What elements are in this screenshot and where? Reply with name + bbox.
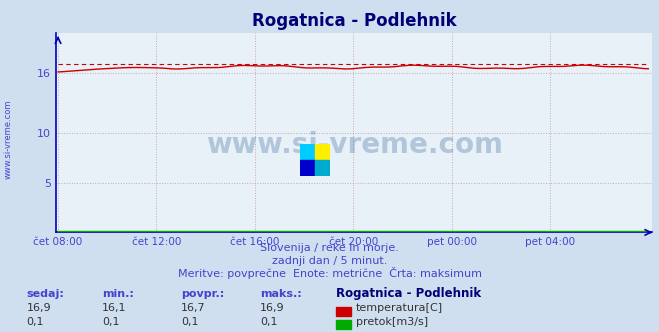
Text: 0,1: 0,1: [181, 317, 199, 327]
Bar: [315, 160, 330, 176]
Bar: [300, 160, 315, 176]
Text: 0,1: 0,1: [260, 317, 278, 327]
Text: www.si-vreme.com: www.si-vreme.com: [3, 100, 13, 179]
Text: min.:: min.:: [102, 289, 134, 299]
Text: 16,1: 16,1: [102, 303, 127, 313]
Text: pretok[m3/s]: pretok[m3/s]: [356, 317, 428, 327]
Text: povpr.:: povpr.:: [181, 289, 225, 299]
Bar: [300, 144, 315, 160]
Text: Slovenija / reke in morje.: Slovenija / reke in morje.: [260, 243, 399, 253]
Bar: [315, 144, 330, 160]
Text: 16,9: 16,9: [26, 303, 51, 313]
Text: Rogatnica - Podlehnik: Rogatnica - Podlehnik: [336, 287, 481, 300]
Text: sedaj:: sedaj:: [26, 289, 64, 299]
Title: Rogatnica - Podlehnik: Rogatnica - Podlehnik: [252, 12, 457, 30]
Text: 0,1: 0,1: [102, 317, 120, 327]
Text: maks.:: maks.:: [260, 289, 302, 299]
Text: zadnji dan / 5 minut.: zadnji dan / 5 minut.: [272, 256, 387, 266]
Text: Meritve: povprečne  Enote: metrične  Črta: maksimum: Meritve: povprečne Enote: metrične Črta:…: [177, 267, 482, 279]
Text: 0,1: 0,1: [26, 317, 44, 327]
Text: 16,9: 16,9: [260, 303, 285, 313]
Text: temperatura[C]: temperatura[C]: [356, 303, 443, 313]
Text: www.si-vreme.com: www.si-vreme.com: [206, 131, 503, 159]
Text: 16,7: 16,7: [181, 303, 206, 313]
